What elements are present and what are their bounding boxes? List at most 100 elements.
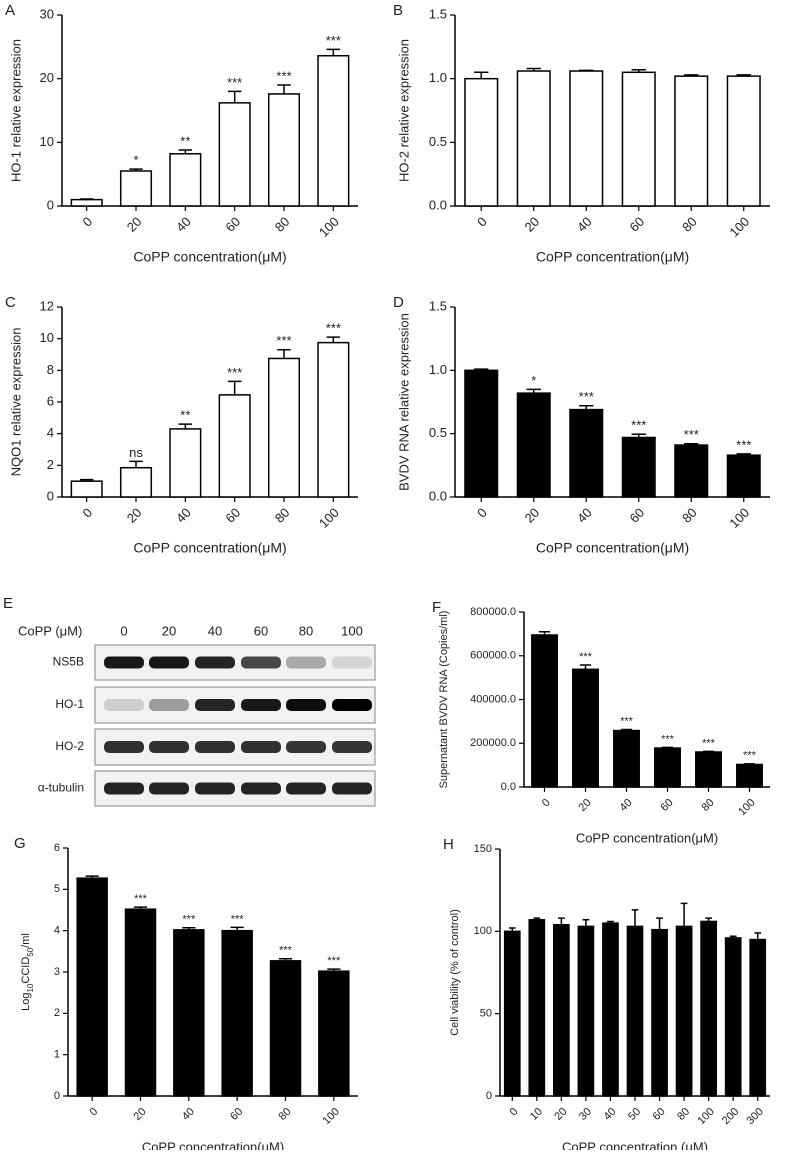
x-axis-label: CoPP concentration(μM) [536, 540, 689, 556]
y-axis-label-part: CCID [20, 957, 32, 984]
error-bar [85, 875, 99, 879]
error-bar [526, 67, 541, 72]
bar [700, 920, 717, 1097]
significance-label: *** [702, 737, 716, 749]
y-axis-label-part: 50 [26, 947, 35, 956]
y-tick-label: 2 [54, 1007, 60, 1019]
x-tick-label: 60 [222, 505, 243, 526]
significance-label: * [531, 373, 536, 388]
x-axis-label: CoPP concentration(μM) [142, 1139, 284, 1150]
y-tick-label: 800000.0 [470, 606, 516, 618]
blot-band [241, 699, 281, 711]
y-tick-label: 12 [40, 298, 54, 313]
x-tick-label: 50 [626, 1106, 643, 1123]
error-bar [754, 932, 762, 940]
lane-label: 100 [341, 623, 363, 638]
blot-band [149, 656, 189, 669]
blot-band [286, 656, 326, 669]
error-bar [631, 69, 646, 73]
y-tick-label: 10 [40, 330, 54, 345]
error-bar [743, 763, 756, 765]
x-tick-label: 0 [474, 505, 490, 521]
error-bar [277, 84, 291, 94]
x-tick-label: 60 [651, 1106, 668, 1123]
error-bar [474, 71, 489, 79]
x-tick-label: 80 [679, 505, 700, 526]
error-bar [702, 750, 715, 753]
x-tick-label: 60 [222, 214, 243, 235]
bar [531, 634, 558, 788]
bar [317, 54, 350, 207]
panel-label: F [432, 599, 441, 616]
x-tick-label: 20 [132, 1106, 149, 1123]
significance-label: ** [180, 133, 190, 148]
significance-label: *** [227, 75, 242, 90]
blot-band [104, 741, 144, 753]
blot-band [104, 656, 144, 669]
significance-label: ns [129, 445, 143, 460]
bar [626, 925, 644, 1097]
error-bar [607, 920, 614, 924]
blot-band [286, 782, 326, 795]
lane-label: 60 [254, 623, 268, 638]
error-bar [182, 927, 196, 930]
error-bar [705, 917, 712, 922]
bar [726, 75, 761, 207]
y-tick-label: 0.5 [429, 425, 447, 440]
blot-band [149, 782, 189, 795]
x-tick-label: 0 [474, 214, 490, 230]
x-axis-label: CoPP concentration(μM) [133, 249, 286, 265]
x-tick-label: 20 [124, 505, 145, 526]
y-tick-label: 1.5 [429, 6, 447, 21]
error-bar [656, 917, 663, 930]
error-bar [227, 90, 242, 103]
error-bar [133, 906, 148, 910]
error-bar [230, 926, 244, 931]
y-axis-label: HO-2 relative expression [396, 39, 411, 182]
x-tick-label: 80 [272, 214, 293, 235]
bar [516, 392, 551, 498]
bar [218, 394, 251, 498]
significance-label: *** [182, 914, 196, 926]
significance-label: *** [684, 427, 699, 442]
x-tick-label: 20 [124, 214, 145, 235]
blot-band [104, 782, 144, 795]
significance-label: *** [743, 750, 757, 762]
x-tick-label: 0 [79, 505, 95, 521]
panel-label: G [14, 835, 26, 852]
bar [516, 70, 551, 207]
y-tick-label: 0 [47, 197, 54, 212]
bar [613, 729, 640, 788]
blot-band [195, 741, 235, 753]
error-bar [558, 917, 565, 925]
error-bar [129, 168, 143, 171]
error-bar [327, 968, 341, 972]
x-axis-label: CoPP concentration(μM) [133, 540, 286, 556]
error-bar [178, 149, 193, 154]
error-bar [277, 349, 291, 359]
significance-label: * [133, 153, 138, 168]
bar [569, 70, 604, 207]
error-bar [661, 746, 674, 749]
x-tick-label: 40 [173, 214, 194, 235]
blot-band [149, 699, 189, 711]
error-bar [684, 443, 699, 446]
x-tick-label: 40 [574, 214, 595, 235]
y-tick-label: 400000.0 [470, 693, 516, 705]
bar [218, 102, 251, 207]
y-axis-label-part: Log [20, 993, 32, 1011]
blot-band [286, 699, 326, 711]
row-label: α-tubulin [38, 781, 84, 795]
bar [269, 960, 302, 1097]
panel-label: B [393, 2, 403, 19]
bar [221, 929, 253, 1097]
y-tick-label: 6 [47, 393, 54, 408]
bar [724, 937, 742, 1097]
bar [726, 454, 761, 498]
bar [76, 877, 108, 1097]
lane-label: 20 [162, 623, 176, 638]
bar [503, 930, 521, 1097]
bar [464, 369, 499, 498]
